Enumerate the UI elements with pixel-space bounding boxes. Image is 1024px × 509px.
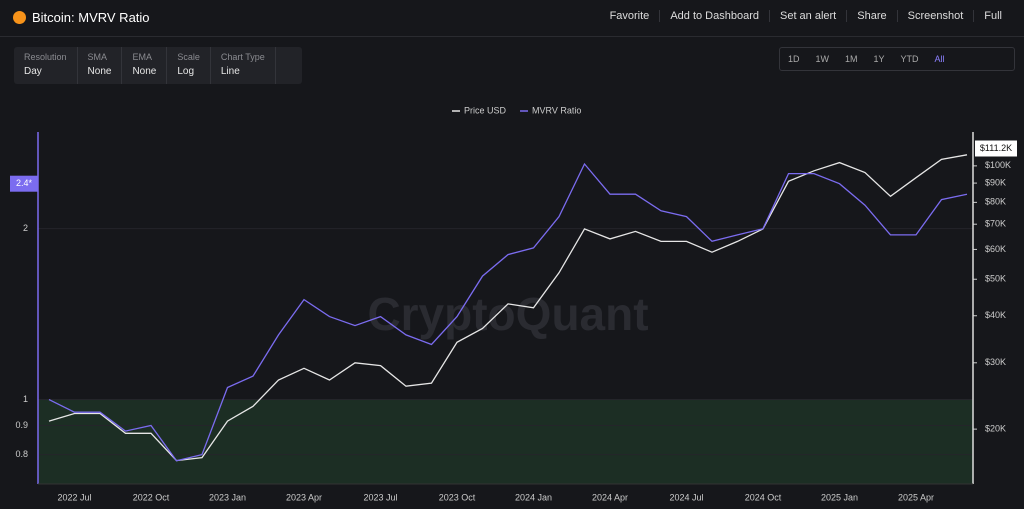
action-button[interactable]: Add to Dashboard	[659, 10, 769, 22]
control[interactable]: Chart Type Line	[211, 47, 276, 84]
legend-label: MVRV Ratio	[532, 105, 581, 115]
range-button[interactable]: YTD	[900, 54, 919, 64]
control[interactable]: Scale Log	[167, 47, 211, 84]
threshold-zone	[38, 399, 973, 484]
y2-tick-label: $80K	[985, 197, 1006, 207]
y2-marker-label: $111.2K	[980, 143, 1012, 153]
y-marker-label: 2.4*	[16, 178, 33, 188]
control-label: Scale	[177, 52, 200, 62]
y-marker	[10, 175, 38, 192]
y-tick-label: 0.8	[15, 449, 28, 459]
series-line	[48, 162, 968, 462]
y2-tick-label: $20K	[985, 424, 1006, 434]
range-button[interactable]: 1Y	[873, 54, 885, 64]
legend-label: Price USD	[464, 105, 507, 115]
x-tick-label: 2022 Oct	[133, 492, 170, 502]
control[interactable]: Resolution Day	[14, 47, 78, 84]
page-title: Bitcoin: MVRV Ratio	[32, 10, 150, 25]
y-tick-label: 0.9	[15, 420, 28, 430]
y2-tick-label: $90K	[985, 177, 1006, 187]
x-tick-label: 2023 Jul	[363, 492, 397, 502]
x-tick-label: 2025 Jan	[821, 492, 858, 502]
control-value: Day	[24, 66, 42, 77]
watermark: CryptoQuant	[367, 288, 648, 340]
series-line	[48, 154, 968, 462]
control-value: Line	[220, 66, 240, 77]
x-tick-label: 2024 Jul	[669, 492, 703, 502]
control-label: EMA	[132, 52, 152, 62]
control[interactable]: SMA None	[78, 47, 123, 84]
control-label: SMA	[87, 52, 108, 62]
action-button[interactable]: Set an alert	[768, 10, 846, 22]
x-tick-label: 2024 Oct	[745, 492, 782, 502]
range-button[interactable]: 1W	[815, 54, 830, 64]
y2-marker	[975, 140, 1017, 157]
action-bar: Favorite Add to Dashboard Set an alert Shar…	[600, 10, 1012, 22]
action-button[interactable]: Full	[973, 10, 1012, 22]
range-selector: 1D 1W 1M 1Y YTD All	[779, 47, 1015, 71]
y-tick-label: 1	[23, 394, 28, 404]
x-tick-label: 2023 Oct	[439, 492, 476, 502]
x-tick-label: 2023 Jan	[209, 492, 246, 502]
control-label: Resolution	[24, 52, 67, 62]
coin-icon	[13, 11, 26, 24]
x-tick-label: 2025 Apr	[898, 492, 934, 502]
x-tick-label: 2023 Apr	[286, 492, 322, 502]
y-tick-label: 2	[23, 223, 28, 233]
control[interactable]: EMA None	[122, 47, 168, 84]
x-tick-label: 2024 Jan	[515, 492, 552, 502]
control-value: Log	[177, 66, 195, 77]
action-button[interactable]: Share	[846, 10, 896, 22]
range-button[interactable]: 1D	[788, 54, 800, 64]
y2-tick-label: $70K	[985, 219, 1006, 229]
range-button[interactable]: All	[934, 54, 945, 64]
action-button[interactable]: Screenshot	[896, 10, 974, 22]
control-value: None	[87, 66, 112, 77]
y2-tick-label: $40K	[985, 310, 1006, 320]
range-button[interactable]: 1M	[845, 54, 858, 64]
y2-tick-label: $100K	[985, 160, 1011, 170]
control-label: Chart Type	[220, 52, 265, 62]
action-button[interactable]: Favorite	[609, 10, 650, 22]
controls: Resolution Day SMA None EMA None Scale Log Chart…	[14, 47, 302, 84]
x-tick-label: 2022 Jul	[57, 492, 91, 502]
y2-tick-label: $50K	[985, 274, 1006, 284]
y2-tick-label: $60K	[985, 244, 1006, 254]
control-value: None	[132, 66, 157, 77]
x-tick-label: 2024 Apr	[592, 492, 628, 502]
header: Bitcoin: MVRV Ratio Favorite Add to Dashb…	[0, 0, 1024, 37]
y2-tick-label: $30K	[985, 357, 1006, 367]
